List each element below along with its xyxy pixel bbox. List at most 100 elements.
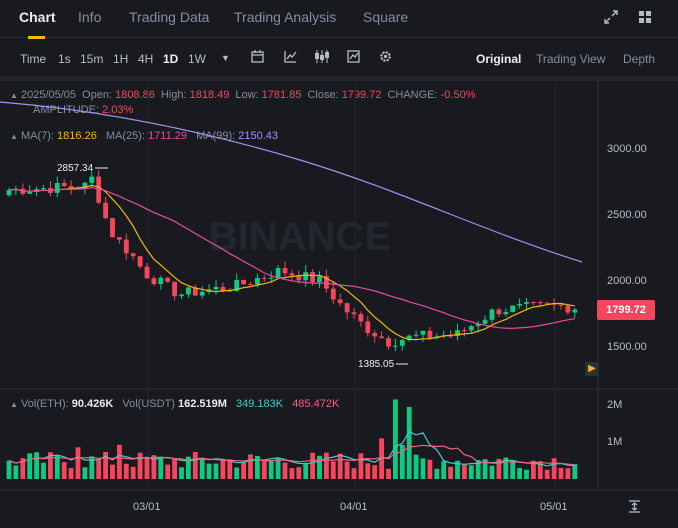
- candle-body: [261, 277, 267, 279]
- tab-info[interactable]: Info: [78, 9, 102, 25]
- open-label: Open:: [82, 89, 113, 101]
- grid-layout-icon[interactable]: [638, 10, 652, 27]
- tab-square[interactable]: Square: [363, 9, 409, 25]
- settings-gear-icon[interactable]: [379, 50, 392, 66]
- scroll-to-latest-icon[interactable]: ▶: [585, 362, 599, 376]
- candle-body: [448, 335, 453, 337]
- ma-info: ▲ MA(7): 1816.26 MA(25): 1711.29 MA(99):…: [10, 130, 278, 142]
- volume-bar: [151, 455, 157, 479]
- volume-bar: [489, 465, 495, 479]
- candle-body: [365, 321, 371, 334]
- volume-bar: [34, 452, 39, 479]
- close-label: Close:: [307, 89, 339, 101]
- ma7-line: [8, 184, 575, 341]
- volume-bar: [248, 454, 253, 479]
- candle-body: [351, 312, 357, 315]
- candle-body: [96, 176, 102, 203]
- low-label: Low:: [235, 89, 259, 101]
- candle-body: [165, 277, 171, 282]
- candle-body: [220, 286, 226, 291]
- tab-chart[interactable]: Chart: [19, 9, 56, 25]
- ma25-line: [8, 187, 575, 329]
- binance-watermark: BINANCE: [209, 215, 391, 259]
- axis-settings-icon[interactable]: [628, 500, 641, 516]
- volume-tick-1m: 1M: [607, 436, 623, 448]
- volume-bar: [158, 456, 164, 479]
- volume-bar: [289, 468, 295, 479]
- candle-body: [413, 334, 419, 336]
- ma99-label: MA(99):: [196, 130, 236, 142]
- candle-body: [524, 302, 529, 304]
- volume-bar: [372, 465, 378, 479]
- candle-body: [358, 314, 364, 322]
- calendar-icon[interactable]: [251, 50, 264, 66]
- tab-trading-data[interactable]: Trading Data: [129, 9, 210, 25]
- volume-bar: [213, 463, 219, 479]
- vol-usdt-value: 162.519M: [178, 398, 227, 410]
- volume-bar: [386, 468, 391, 479]
- volume-bar: [337, 453, 343, 479]
- candle-body: [296, 275, 302, 281]
- volume-bar: [393, 399, 398, 479]
- ma-collapse-icon[interactable]: ▲: [10, 132, 18, 141]
- volume-bar: [551, 458, 557, 479]
- volume-bar: [296, 467, 302, 479]
- volume-bar: [379, 438, 384, 479]
- view-original[interactable]: Original: [476, 52, 522, 66]
- amplitude-info: AMPLITUDE: 2.03%: [33, 104, 133, 116]
- volume-bar: [261, 459, 267, 479]
- interval-1s[interactable]: 1s: [58, 52, 71, 66]
- candles-icon[interactable]: [314, 50, 329, 66]
- candle-body: [565, 305, 571, 313]
- volume-tick-2m: 2M: [607, 399, 623, 411]
- candle-body: [227, 290, 233, 292]
- volume-bar: [61, 462, 67, 479]
- volume-bar: [220, 459, 226, 479]
- volume-bar: [82, 467, 88, 479]
- collapse-icon[interactable]: ▲: [10, 91, 18, 100]
- candle-body: [213, 286, 219, 290]
- candle-body: [27, 191, 33, 194]
- candle-body: [199, 291, 205, 296]
- tab-trading-analysis[interactable]: Trading Analysis: [234, 9, 337, 25]
- candle-body: [496, 309, 502, 315]
- interval-1w[interactable]: 1W: [188, 52, 206, 66]
- ma99-value: 2150.43: [238, 130, 279, 142]
- interval-1h[interactable]: 1H: [113, 52, 129, 66]
- volume-bar: [179, 467, 184, 479]
- candle-body: [158, 277, 164, 285]
- candle-body: [393, 345, 398, 347]
- candle-body: [248, 284, 253, 286]
- indicators-icon[interactable]: [347, 50, 361, 66]
- interval-time[interactable]: Time: [20, 52, 47, 66]
- candle-body: [144, 266, 150, 279]
- interval-1d[interactable]: 1D: [163, 52, 179, 66]
- volume-bar: [441, 461, 447, 479]
- interval-15m[interactable]: 15m: [80, 52, 104, 66]
- view-depth[interactable]: Depth: [623, 52, 656, 66]
- candle-body: [517, 303, 522, 306]
- interval-dropdown-icon[interactable]: ▼: [221, 53, 230, 63]
- close-value: 1799.72: [341, 89, 382, 101]
- interval-4h[interactable]: 4H: [138, 52, 154, 66]
- candle-body: [151, 278, 157, 285]
- price-tick-2000: 2000.00: [607, 275, 647, 287]
- candle-body: [234, 280, 240, 291]
- candle-body: [531, 302, 536, 304]
- low-annotation: 1385.05: [358, 359, 395, 370]
- volume-bar: [41, 462, 46, 479]
- volume-bar: [531, 460, 536, 479]
- volume-bar: [103, 451, 108, 479]
- volume-bar: [241, 462, 246, 479]
- view-trading-view[interactable]: Trading View: [536, 52, 606, 66]
- volume-bar: [6, 460, 12, 479]
- vol-usdt-label: Vol(USDT): [122, 398, 175, 410]
- volume-bar: [462, 464, 467, 479]
- volume-bar: [165, 464, 171, 479]
- candle-body: [41, 188, 46, 190]
- candle-body: [289, 273, 295, 276]
- vol-collapse-icon[interactable]: ▲: [10, 400, 18, 409]
- fullscreen-icon[interactable]: [604, 10, 618, 27]
- draw-line-icon[interactable]: [284, 50, 297, 66]
- active-tab-underline: [28, 36, 45, 39]
